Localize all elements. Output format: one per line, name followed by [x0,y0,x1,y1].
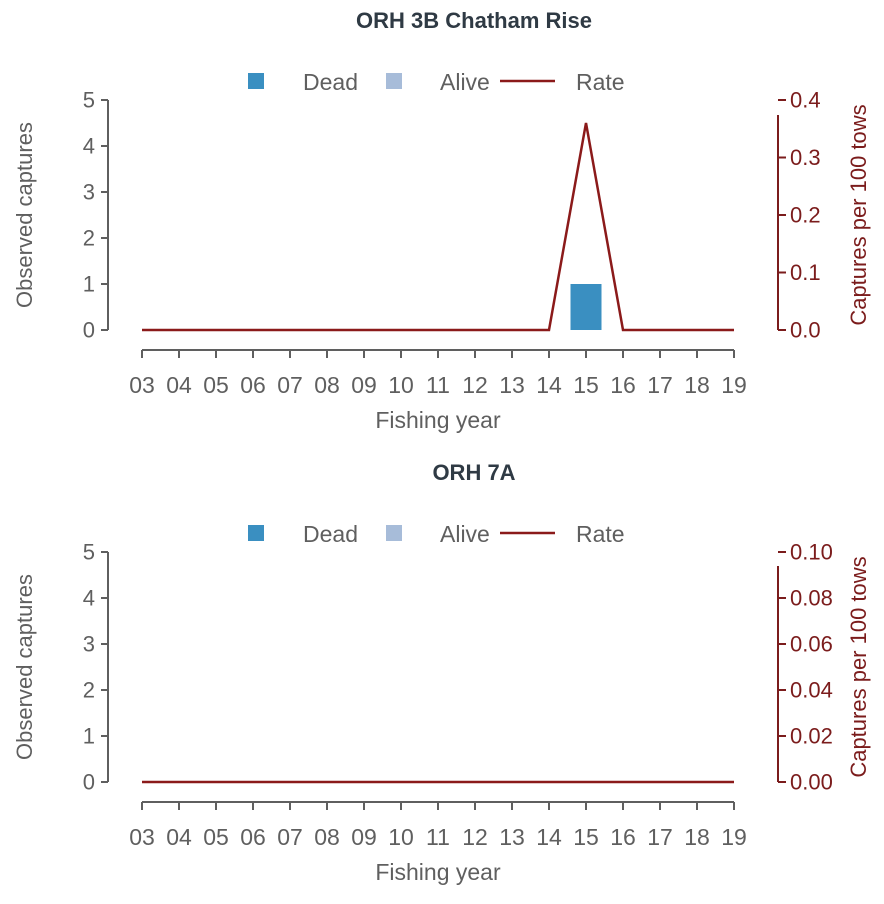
x-axis-tick-label: 19 [721,824,747,850]
bars [570,284,602,330]
x-axis-tick-label: 03 [129,824,155,850]
right-axis-label: Captures per 100 tows [846,556,871,777]
legend: Dead Alive Rate [248,521,625,547]
x-axis-tick-label: 13 [499,372,525,398]
right-axis-tick-label: 0.1 [790,260,821,285]
left-axis-tick-label: 4 [83,134,95,159]
left-axis-tick-label: 5 [83,88,95,113]
x-axis-tick-label: 03 [129,372,155,398]
x-axis-tick-label: 16 [610,372,636,398]
x-axis-tick-label: 13 [499,824,525,850]
x-axis-tick-label: 07 [277,824,303,850]
x-axis-tick-label: 16 [610,824,636,850]
x-axis-tick-label: 17 [647,824,673,850]
legend-label-dead: Dead [303,521,358,547]
rate-line [142,122,734,332]
x-axis-label: Fishing year [375,859,501,885]
x-axis-label: Fishing year [375,407,501,433]
right-axis-tick-label: 0.08 [790,586,833,611]
legend-swatch-dead [248,525,264,541]
x-axis-tick-label: 05 [203,372,229,398]
x-axis-tick-label: 07 [277,372,303,398]
left-axis-tick-label: 3 [83,180,95,205]
legend-swatch-alive [386,73,402,89]
legend-swatch-dead [248,73,264,89]
right-axis-tick-label: 0.06 [790,632,833,657]
chart-orh-7a: ORH 7A Dead Alive Rate 0 1 2 3 4 5 Observed captur… [0,452,884,902]
x-axis-tick-label: 05 [203,824,229,850]
chart-title: ORH 7A [432,460,515,485]
left-axis-tick-label: 5 [83,540,95,565]
right-axis-tick-label: 0.00 [790,770,833,795]
x-axis-tick-label: 06 [240,372,266,398]
x-axis-tick-label: 11 [426,372,450,398]
x-axis-tick-label: 18 [684,372,710,398]
x-axis-tick-label: 18 [684,824,710,850]
left-axis-tick-label: 2 [83,226,95,251]
legend-swatch-alive [386,525,402,541]
right-axis-tick-label: 0.3 [790,145,821,170]
chart-title: ORH 3B Chatham Rise [356,8,592,33]
legend-label-alive: Alive [440,521,490,547]
right-axis-tick-label: 0.4 [790,88,821,113]
left-axis-tick-label: 4 [83,586,95,611]
right-axis-label: Captures per 100 tows [846,104,871,325]
chart-orh-3b-chatham-rise: ORH 3B Chatham Rise Dead Alive Rate 0 1 2 3 4 5 Ob… [0,0,884,450]
right-axis: 0.00 0.02 0.04 0.06 0.08 0.10 Captures per 100… [777,540,871,795]
x-axis-tick-label: 09 [351,824,377,850]
x-axis-tick-label: 19 [721,372,747,398]
legend-label-rate: Rate [576,69,625,95]
x-axis-tick-label: 04 [166,824,192,850]
right-axis-tick-label: 0.10 [790,540,833,565]
x-axis-tick-label: 15 [573,824,599,850]
legend: Dead Alive Rate [248,69,625,95]
x-axis-tick-label: 06 [240,824,266,850]
x-axis-tick-label: 14 [536,372,562,398]
x-axis: 03 04 05 06 07 08 09 10 11 12 13 14 15 16 17 18 19 Fishin… [129,349,747,433]
x-axis-tick-label: 12 [462,824,488,850]
bar-dead-15 [570,284,602,330]
x-axis-tick-label: 15 [573,372,599,398]
x-axis-tick-label: 17 [647,372,673,398]
x-axis-tick-label: 10 [388,372,414,398]
x-axis-tick-label: 14 [536,824,562,850]
x-axis-tick-label: 08 [314,824,340,850]
x-axis: 03 04 05 06 07 08 09 10 11 12 13 14 15 16 17 18 19 Fishin… [129,801,747,885]
legend-label-alive: Alive [440,69,490,95]
right-axis-tick-label: 0.04 [790,678,833,703]
left-axis-tick-label: 1 [83,272,95,297]
legend-label-rate: Rate [576,521,625,547]
left-axis: 0 1 2 3 4 5 Observed captures [12,540,109,795]
left-axis-tick-label: 2 [83,678,95,703]
right-axis-tick-label: 0.2 [790,203,821,228]
left-axis-label: Observed captures [12,574,37,760]
left-axis-tick-label: 1 [83,724,95,749]
legend-label-dead: Dead [303,69,358,95]
left-axis-tick-label: 3 [83,632,95,657]
left-axis: 0 1 2 3 4 5 Observed captures [12,88,109,343]
left-axis-label: Observed captures [12,122,37,308]
x-axis-tick-label: 08 [314,372,340,398]
x-axis-tick-label: 04 [166,372,192,398]
x-axis-tick-label: 12 [462,372,488,398]
left-axis-tick-label: 0 [83,318,95,343]
right-axis-tick-label: 0.02 [790,724,833,749]
left-axis-tick-label: 0 [83,770,95,795]
x-axis-tick-label: 09 [351,372,377,398]
x-axis-tick-label: 10 [388,824,414,850]
right-axis: 0.0 0.1 0.2 0.3 0.4 Captures per 100 tows [777,88,871,343]
x-axis-tick-label: 11 [426,824,450,850]
right-axis-tick-label: 0.0 [790,318,821,343]
